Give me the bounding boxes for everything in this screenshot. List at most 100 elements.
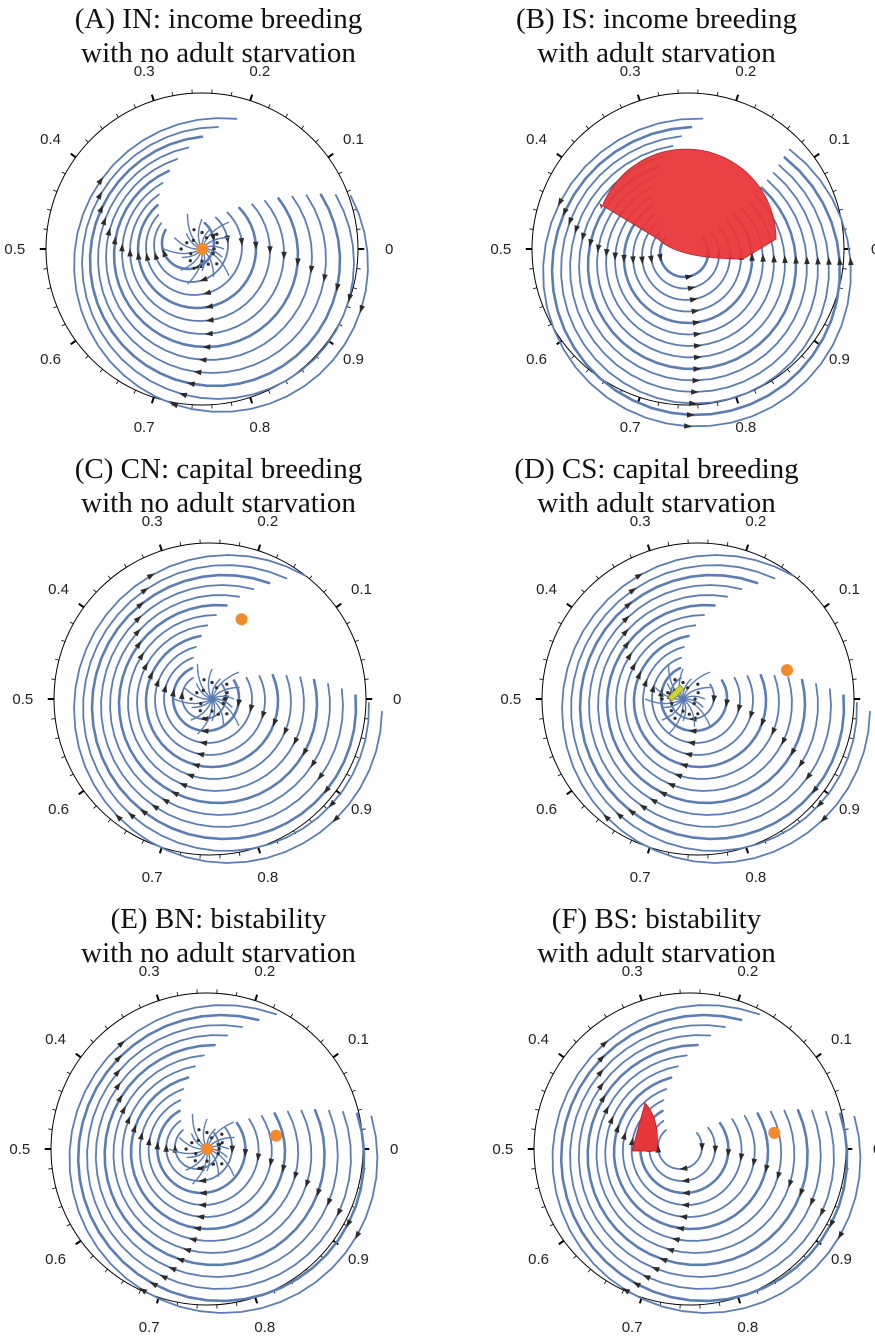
flow-arrow — [176, 1258, 184, 1263]
minor-tick — [787, 126, 789, 129]
major-tick — [333, 1054, 338, 1058]
minor-tick — [355, 756, 359, 757]
minor-tick — [588, 1269, 590, 1272]
panel-d: (D) CS: capital breeding with adult star… — [438, 450, 875, 892]
flow-arrow — [120, 1106, 126, 1114]
minor-tick — [573, 1256, 576, 1259]
minor-tick — [121, 1014, 123, 1017]
angle-tick-label: 0.2 — [735, 63, 756, 80]
flow-arrow — [199, 709, 202, 712]
streamline — [623, 1089, 755, 1217]
angle-tick-label: 0.2 — [737, 963, 758, 980]
minor-tick — [177, 992, 178, 996]
flow-arrow — [820, 1208, 826, 1216]
minor-tick — [727, 542, 728, 546]
major-tick — [255, 1297, 257, 1303]
streamline — [625, 625, 779, 779]
flow-arrow — [673, 678, 676, 681]
flow-arrow — [221, 1141, 224, 1144]
angle-tick-label: 0.6 — [536, 801, 557, 818]
flow-arrow — [217, 1152, 220, 1155]
flow-arrow — [829, 1219, 835, 1227]
flow-arrow — [225, 712, 228, 715]
flow-arrow — [197, 1139, 200, 1142]
minor-tick — [812, 590, 815, 593]
flow-arrow — [195, 691, 198, 694]
flow-arrow — [192, 763, 200, 768]
flow-arrow — [685, 275, 693, 280]
minor-tick — [62, 324, 65, 326]
minor-tick — [90, 1040, 93, 1043]
panel-a: (A) IN: income breeding with no adult st… — [0, 0, 437, 442]
minor-tick — [550, 1224, 553, 1226]
polar-plot-d: 00.10.20.30.40.50.60.70.80.9 — [438, 450, 875, 892]
minor-tick — [276, 554, 278, 558]
minor-tick — [61, 640, 65, 641]
flow-arrow — [666, 691, 669, 694]
flow-arrow — [202, 344, 210, 350]
minor-tick — [239, 852, 240, 856]
minor-tick — [67, 1224, 70, 1226]
flow-arrow — [318, 772, 325, 780]
flow-arrow — [194, 1152, 197, 1155]
flow-arrow — [197, 1128, 200, 1131]
major-tick — [638, 95, 640, 101]
flow-arrow — [639, 804, 647, 811]
flow-arrow — [147, 671, 153, 680]
flow-arrow — [202, 717, 205, 720]
minor-tick — [53, 190, 57, 191]
flow-arrow — [179, 783, 188, 789]
minor-tick — [719, 992, 720, 996]
flow-arrow — [199, 702, 202, 705]
angle-tick-label: 0.5 — [490, 241, 511, 258]
minor-tick — [543, 738, 547, 739]
minor-tick — [756, 1004, 758, 1008]
flow-arrow — [666, 1248, 674, 1253]
flow-arrow — [97, 205, 103, 214]
flow-arrow — [599, 1095, 606, 1103]
angle-tick-label: 0.6 — [40, 351, 61, 368]
minor-tick — [353, 288, 357, 289]
flow-arrow — [202, 689, 205, 692]
flow-arrow — [650, 798, 658, 804]
streamline — [597, 1055, 795, 1253]
angle-tick-label: 0.4 — [45, 1031, 66, 1048]
flow-arrow — [673, 717, 676, 720]
flow-arrow — [138, 1132, 143, 1140]
flow-arrow — [160, 1275, 168, 1281]
minor-tick — [58, 1090, 62, 1091]
flow-arrow — [170, 403, 179, 408]
minor-tick — [658, 402, 659, 406]
minor-tick — [535, 1109, 539, 1110]
angle-tick-label: 0.9 — [829, 351, 850, 368]
minor-tick — [124, 564, 126, 567]
flow-arrow — [284, 727, 290, 736]
flow-arrow — [697, 691, 700, 694]
minor-tick — [630, 840, 632, 844]
flow-arrow — [804, 256, 810, 264]
angle-tick-label: 0.1 — [831, 1031, 852, 1048]
flow-arrow — [696, 712, 699, 715]
flow-arrow — [790, 748, 796, 756]
flow-arrow — [355, 1231, 361, 1239]
flow-arrow — [212, 1163, 215, 1166]
minor-tick — [581, 806, 584, 809]
angle-tick-label: 0.1 — [829, 131, 850, 148]
flow-arrow — [163, 1144, 169, 1152]
flow-arrow — [661, 697, 664, 700]
flow-arrow — [210, 710, 213, 713]
flow-arrow — [558, 198, 564, 206]
minor-tick — [772, 381, 774, 384]
major-tick — [559, 1054, 564, 1058]
flow-arrow — [162, 798, 170, 804]
flow-arrow — [635, 671, 641, 680]
flow-arrow — [761, 718, 766, 726]
minor-tick — [835, 622, 838, 624]
minor-tick — [558, 774, 561, 776]
flow-arrow — [696, 683, 699, 686]
major-tick — [640, 995, 642, 1001]
angle-tick-label: 0.1 — [839, 581, 860, 598]
flow-arrow — [137, 652, 144, 660]
minor-tick — [586, 126, 588, 129]
minor-tick — [782, 564, 784, 567]
